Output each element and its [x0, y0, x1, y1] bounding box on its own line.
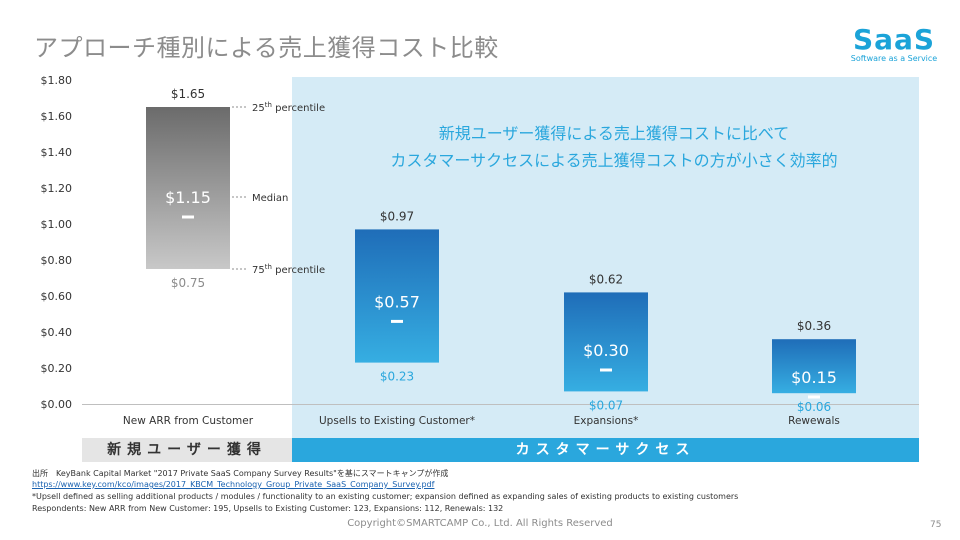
annotation-line-2: カスタマーサクセスによる売上獲得コストの方が小さく効率的 [390, 151, 837, 170]
high-value-label: $0.97 [380, 209, 414, 223]
range-bar [355, 229, 439, 363]
logo-sub-text: Software as a Service [850, 54, 938, 63]
median-label: Median [252, 193, 288, 204]
range-bar [772, 339, 856, 394]
median-value-label: $0.15 [791, 368, 837, 387]
y-tick-label: $1.00 [41, 218, 73, 231]
y-tick-label: $0.80 [41, 254, 73, 267]
saas-logo: SaaS Software as a Service [846, 26, 942, 66]
footnote-definition: *Upsell defined as selling additional pr… [32, 492, 739, 501]
y-tick-label: $0.60 [41, 290, 73, 303]
y-tick-label: $1.80 [41, 74, 73, 87]
low-value-label: $0.06 [797, 400, 831, 414]
source-line: 出所 KeyBank Capital Market "2017 Private … [32, 469, 449, 478]
page-title: アプローチ種別による売上獲得コスト比較 [34, 34, 499, 62]
low-value-label: $0.75 [171, 276, 205, 290]
y-tick-label: $1.20 [41, 182, 73, 195]
footnote-respondents: Respondents: New ARR from New Customer: … [32, 504, 504, 513]
copyright: Copyright©SMARTCAMP Co., Ltd. All Rights… [347, 518, 613, 529]
category-customer-success: カスタマーサクセス [292, 438, 919, 462]
x-category-label: Expansions* [574, 415, 639, 427]
page-number: 75 [930, 520, 942, 530]
y-tick-label: $0.40 [41, 326, 73, 339]
y-tick-label: $0.20 [41, 362, 73, 375]
median-value-label: $0.57 [374, 292, 420, 311]
y-tick-label: $0.00 [41, 398, 73, 411]
x-category-label: New ARR from Customer [123, 415, 254, 427]
high-value-label: $0.36 [797, 319, 831, 333]
category-new-user-acquisition: 新規ユーザー獲得 [82, 438, 292, 462]
high-value-label: $1.65 [171, 87, 205, 101]
y-tick-label: $1.60 [41, 110, 73, 123]
high-value-label: $0.62 [589, 272, 623, 286]
low-value-label: $0.07 [589, 398, 623, 412]
x-category-label: Upsells to Existing Customer* [319, 415, 475, 427]
median-value-label: $1.15 [165, 188, 211, 207]
range-bar [564, 292, 648, 392]
y-tick-label: $1.40 [41, 146, 73, 159]
source-link[interactable]: https://www.key.com/kco/images/2017_KBCM… [32, 480, 435, 489]
annotation-line-1: 新規ユーザー獲得による売上獲得コストに比べて [439, 124, 790, 143]
median-value-label: $0.30 [583, 341, 629, 360]
logo-main-text: SaaS [852, 23, 936, 56]
x-category-label: Rewewals [788, 415, 840, 427]
p75-label: 75th percentile [252, 263, 325, 276]
p25-label: 25th percentile [252, 101, 325, 114]
range-bar [146, 107, 230, 269]
low-value-label: $0.23 [380, 370, 414, 384]
